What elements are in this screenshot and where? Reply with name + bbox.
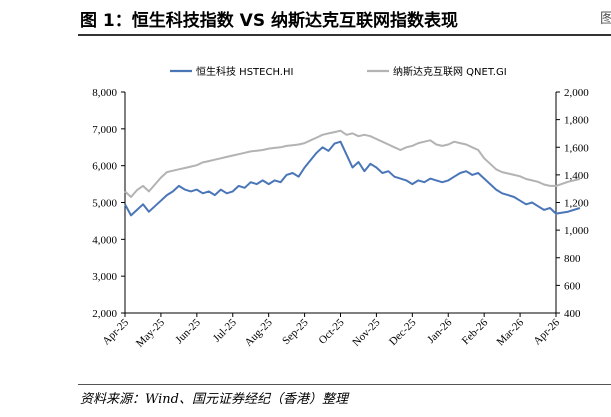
x-tick-label: Apr-26 [531, 316, 562, 347]
source-note: 资料来源：Wind、国元证券经纪（香港）整理 [80, 392, 348, 407]
y-right-tick-label: 1,200 [564, 198, 589, 210]
title-divider [78, 34, 611, 36]
x-tick-label: Apr-25 [100, 316, 131, 347]
source-divider [78, 384, 611, 385]
y-left-tick-label: 4,000 [92, 234, 117, 246]
page-title: 图 1：恒生科技指数 VS 纳斯达克互联网指数表现 [80, 11, 458, 31]
legend-label: 恒生科技 HSTECH.HI [196, 65, 293, 78]
series-line-qnet [124, 129, 581, 198]
x-tick-label: Aug-25 [243, 316, 276, 349]
chart-axes: 2,000 3,000 4,000 5,000 6,000 7,000 8,000 400 60… [92, 87, 589, 350]
x-tick-label: Oct-25 [317, 316, 347, 346]
y-left-tick-label: 2,000 [92, 308, 117, 320]
y-right-tick-label: 400 [564, 308, 581, 320]
chart-legend: 恒生科技 HSTECH.HI 纳斯达克互联网 QNET.GI [170, 65, 507, 78]
series-line-hstech [124, 140, 581, 217]
legend-label: 纳斯达克互联网 QNET.GI [393, 65, 507, 78]
chart-series [124, 129, 581, 217]
x-tick-label: Sep-25 [280, 316, 311, 347]
y-right-tick-label: 1,600 [564, 142, 589, 154]
y-left-tick-label: 3,000 [92, 271, 117, 283]
y-right-tick-label: 1,400 [564, 170, 589, 182]
y-right-tick-label: 800 [564, 253, 581, 265]
y-right-tick-label: 1,000 [564, 225, 589, 237]
x-tick-label: Jun-25 [173, 316, 203, 346]
x-tick-label: Nov-25 [350, 316, 383, 349]
corner-mark: 图 [600, 11, 611, 27]
x-tick-label: Mar-26 [495, 316, 527, 348]
y-left-tick-label: 6,000 [92, 161, 117, 173]
y-left-tick-label: 5,000 [92, 198, 117, 210]
y-left-tick-label: 7,000 [92, 124, 117, 136]
y-right-tick-label: 1,800 [564, 115, 589, 127]
y-left-tick-label: 8,000 [92, 87, 117, 99]
x-tick-label: Jul-25 [211, 316, 239, 344]
y-right-tick-label: 2,000 [564, 87, 589, 99]
x-tick-label: Dec-25 [387, 316, 419, 348]
x-tick-label: Feb-26 [460, 316, 491, 347]
y-right-tick-label: 600 [564, 280, 581, 292]
x-tick-label: May-25 [134, 316, 167, 349]
x-tick-label: Jan-26 [425, 316, 455, 346]
